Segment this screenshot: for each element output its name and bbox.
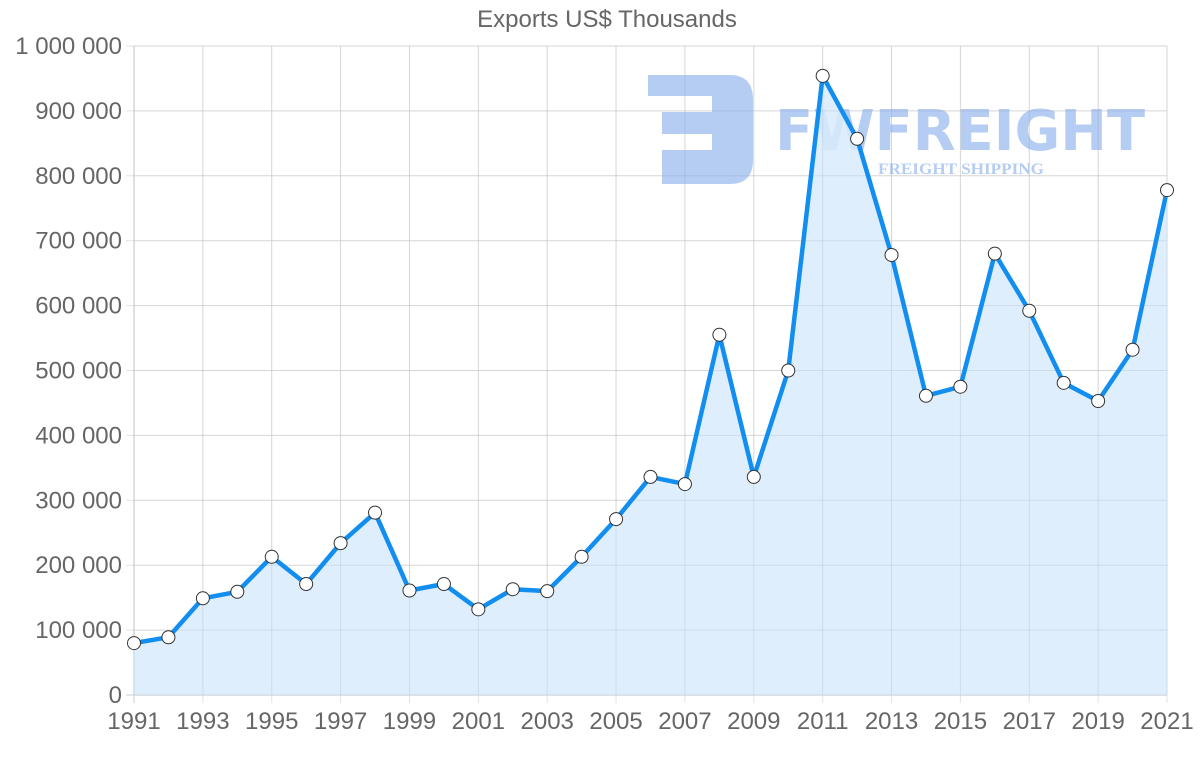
- x-tick-label: 2009: [727, 708, 780, 735]
- data-point-1995[interactable]: [264, 549, 279, 564]
- x-tick-label: 2003: [521, 708, 574, 735]
- y-tick-label: 100 000: [35, 617, 122, 644]
- y-tick-label: 600 000: [35, 293, 122, 320]
- y-tick-label: 200 000: [35, 552, 122, 579]
- data-point-2021[interactable]: [1160, 183, 1174, 198]
- data-point-1997[interactable]: [333, 536, 348, 551]
- x-tick-label: 2011: [797, 708, 849, 735]
- data-point-2005[interactable]: [609, 512, 624, 527]
- data-point-2018[interactable]: [1056, 375, 1071, 390]
- data-point-1993[interactable]: [195, 591, 210, 606]
- x-tick-label: 1991: [107, 708, 160, 735]
- data-point-2007[interactable]: [677, 477, 692, 492]
- y-tick-label: 700 000: [35, 228, 122, 255]
- data-point-2004[interactable]: [574, 549, 589, 564]
- x-tick-label: 2015: [934, 708, 987, 735]
- data-point-2009[interactable]: [746, 469, 761, 484]
- y-tick-label: 500 000: [35, 358, 122, 385]
- fw-logo-icon: [648, 75, 753, 184]
- data-point-2017[interactable]: [1022, 303, 1037, 318]
- chart-title: Exports US$ Thousands: [477, 6, 737, 33]
- data-point-2003[interactable]: [540, 584, 555, 599]
- y-tick-label: 1 000 000: [15, 33, 122, 60]
- data-point-2008[interactable]: [712, 327, 727, 342]
- watermark-tagline: FREIGHT SHIPPING: [878, 161, 1045, 178]
- x-tick-label: 2001: [452, 708, 505, 735]
- x-tick-label: 2013: [865, 708, 918, 735]
- data-point-2020[interactable]: [1125, 342, 1140, 357]
- y-tick-label: 300 000: [35, 487, 122, 514]
- data-point-2013[interactable]: [884, 247, 899, 262]
- data-point-1991[interactable]: [127, 636, 141, 651]
- data-point-1999[interactable]: [402, 583, 417, 598]
- data-point-1996[interactable]: [299, 577, 314, 592]
- data-point-2006[interactable]: [643, 469, 658, 484]
- x-axis-labels: 1991 1993 1995 1997 1999 2001 2003 2005 2007 2009…: [107, 708, 1193, 735]
- data-point-2000[interactable]: [436, 577, 451, 592]
- watermark: FWFREIGHT FREIGHT SHIPPING: [648, 75, 1145, 184]
- data-point-2016[interactable]: [987, 246, 1002, 261]
- x-tick-label: 2005: [589, 708, 642, 735]
- data-point-2002[interactable]: [505, 582, 520, 597]
- y-tick-label: 400 000: [35, 422, 122, 449]
- x-tick-label: 1997: [314, 708, 367, 735]
- data-point-1992[interactable]: [161, 630, 176, 645]
- y-axis-labels: 0 100 000 200 000 300 000 400 000 500 000 600 …: [15, 33, 122, 709]
- data-point-2014[interactable]: [918, 388, 933, 403]
- y-tick-label: 900 000: [35, 98, 122, 125]
- data-point-2015[interactable]: [953, 379, 968, 394]
- x-tick-label: 1995: [245, 708, 298, 735]
- x-tick-label: 2019: [1071, 708, 1124, 735]
- x-tick-label: 2007: [658, 708, 711, 735]
- x-tick-label: 2017: [1003, 708, 1056, 735]
- data-point-2012[interactable]: [850, 131, 865, 146]
- data-point-2010[interactable]: [781, 363, 796, 378]
- area-fill: [134, 75, 1167, 695]
- data-point-1998[interactable]: [368, 505, 383, 520]
- data-point-2001[interactable]: [471, 602, 486, 617]
- data-point-1994[interactable]: [230, 584, 245, 599]
- y-tick-label: 800 000: [35, 163, 122, 190]
- axes: [133, 45, 1168, 696]
- data-point-2019[interactable]: [1091, 394, 1106, 409]
- data-point-2011[interactable]: [815, 68, 830, 83]
- x-tick-label: 1993: [176, 708, 229, 735]
- x-tick-label: 2021: [1140, 708, 1193, 735]
- data-markers: [127, 68, 1174, 651]
- x-tick-label: 1999: [383, 708, 436, 735]
- y-tick-label: 0: [109, 682, 122, 709]
